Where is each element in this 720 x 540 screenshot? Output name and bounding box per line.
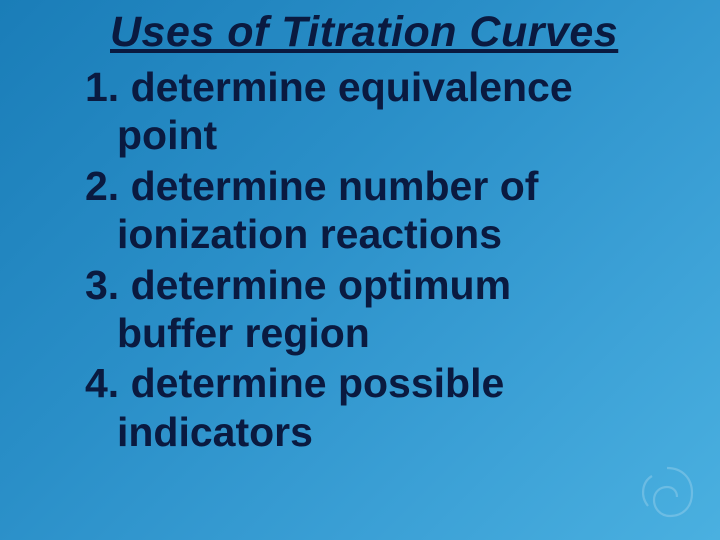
item-number: 3. [85, 262, 119, 308]
item-text-line2: ionization reactions [85, 210, 680, 258]
slide-title: Uses of Titration Curves [110, 8, 680, 57]
swirl-decoration-icon [632, 458, 702, 528]
list-item: 4. determine possible indicators [85, 359, 680, 456]
uses-list: 1. determine equivalence point 2. determ… [85, 63, 680, 456]
item-number: 2. [85, 163, 119, 209]
item-text-line2: buffer region [85, 309, 680, 357]
slide-container: Uses of Titration Curves 1. determine eq… [0, 0, 720, 540]
list-item: 2. determine number of ionization reacti… [85, 162, 680, 259]
list-item: 1. determine equivalence point [85, 63, 680, 160]
item-number: 4. [85, 360, 119, 406]
list-item: 3. determine optimum buffer region [85, 261, 680, 358]
item-text-line2: indicators [85, 408, 680, 456]
item-text-line2: point [85, 111, 680, 159]
item-text-line1: determine possible [131, 360, 505, 406]
item-text-line1: determine equivalence [131, 64, 573, 110]
item-number: 1. [85, 64, 131, 110]
item-text-line1: determine number of [131, 163, 539, 209]
item-text-line1: determine optimum [131, 262, 511, 308]
